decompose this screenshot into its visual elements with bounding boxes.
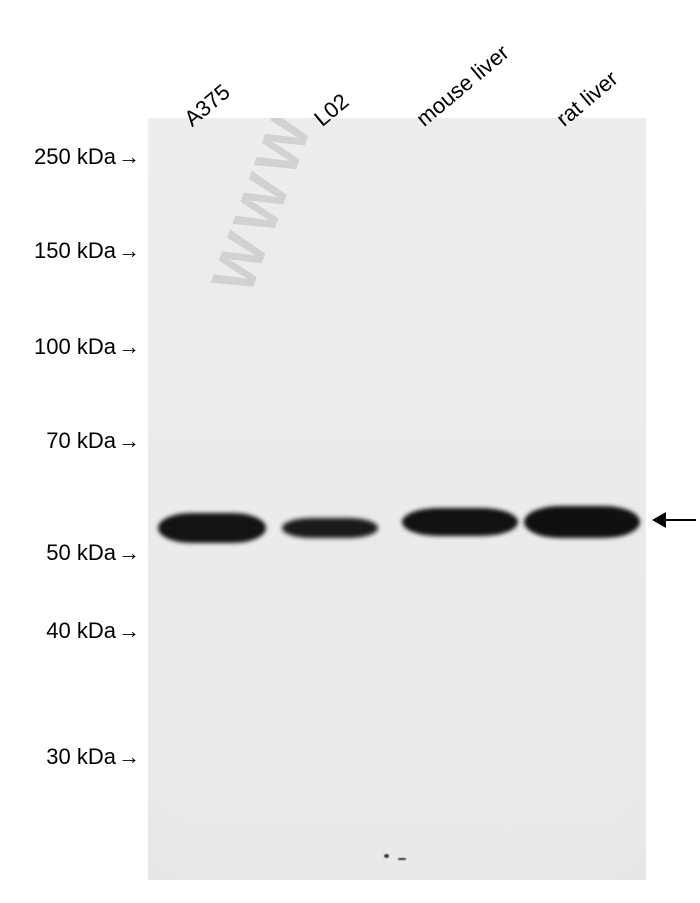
marker-arrow-icon: → [118, 744, 140, 769]
figure-stage: WWW.PTGLAB.COM 250 kDa→ 150 kDa→ 100 kDa… [0, 0, 700, 903]
mw-label-40: 40 kDa→ [0, 618, 140, 644]
band-lane-4 [524, 506, 640, 538]
mw-label-150: 150 kDa→ [0, 238, 140, 264]
marker-arrow-icon: → [118, 334, 140, 359]
band-lane-3 [402, 508, 518, 536]
marker-arrow-icon: → [118, 238, 140, 263]
marker-arrow-icon: → [118, 618, 140, 643]
band-lane-1 [158, 513, 266, 543]
band-lane-2 [282, 518, 378, 538]
mw-label-text: 50 kDa [46, 540, 116, 565]
blot-membrane: WWW.PTGLAB.COM [148, 118, 646, 880]
mw-label-text: 30 kDa [46, 744, 116, 769]
membrane-speck [384, 854, 389, 858]
mw-label-text: 40 kDa [46, 618, 116, 643]
mw-label-50: 50 kDa→ [0, 540, 140, 566]
marker-arrow-icon: → [118, 144, 140, 169]
mw-label-text: 150 kDa [34, 238, 116, 263]
mw-label-text: 70 kDa [46, 428, 116, 453]
marker-arrow-icon: → [118, 540, 140, 565]
expected-band-arrow-icon [652, 508, 698, 532]
marker-arrow-icon: → [118, 428, 140, 453]
mw-label-30: 30 kDa→ [0, 744, 140, 770]
mw-label-70: 70 kDa→ [0, 428, 140, 454]
mw-label-100: 100 kDa→ [0, 334, 140, 360]
membrane-speck [398, 858, 406, 860]
mw-label-text: 100 kDa [34, 334, 116, 359]
mw-label-250: 250 kDa→ [0, 144, 140, 170]
arrow-shaft [662, 519, 696, 521]
mw-label-text: 250 kDa [34, 144, 116, 169]
watermark-text: WWW.PTGLAB.COM [198, 118, 492, 302]
